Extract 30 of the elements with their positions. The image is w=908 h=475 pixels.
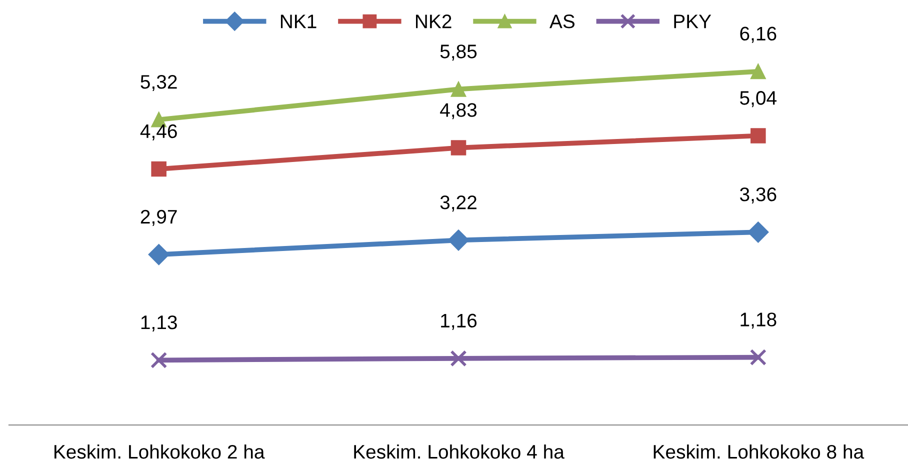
point bbox=[750, 128, 766, 144]
x-tick-label: Keskim. Lohkokoko 2 ha bbox=[54, 444, 265, 459]
x-tick-label: Keskim. Lohkokoko 4 ha bbox=[354, 444, 564, 459]
data-label: 5,32 bbox=[140, 74, 177, 92]
point bbox=[750, 348, 766, 366]
data-label: 3,22 bbox=[440, 196, 476, 212]
legend-label: PKY bbox=[674, 14, 712, 28]
data-label: 1,13 bbox=[141, 315, 177, 332]
data-label: 5,04 bbox=[740, 91, 777, 108]
point bbox=[151, 161, 166, 177]
x-tick-label: Keskim. Lohkokoko 8 ha bbox=[654, 444, 864, 459]
data-label: 1,18 bbox=[740, 312, 776, 329]
point bbox=[148, 244, 170, 266]
data-label: 2,97 bbox=[140, 210, 177, 226]
point bbox=[450, 350, 467, 367]
data-label: 3,36 bbox=[740, 187, 776, 204]
point bbox=[450, 82, 466, 97]
point bbox=[750, 64, 766, 80]
data-label: 4,83 bbox=[440, 103, 477, 120]
point bbox=[450, 140, 466, 156]
data-label: 4,46 bbox=[140, 124, 177, 140]
data-label: 1,16 bbox=[441, 314, 477, 330]
legend-label: AS bbox=[549, 14, 574, 28]
point bbox=[748, 222, 769, 243]
data-label: 5,85 bbox=[440, 44, 477, 61]
legend-label: NK1 bbox=[280, 14, 316, 28]
legend-label: NK2 bbox=[416, 14, 452, 28]
point bbox=[150, 352, 168, 368]
point bbox=[448, 230, 470, 251]
data-label: 6,16 bbox=[740, 26, 776, 43]
